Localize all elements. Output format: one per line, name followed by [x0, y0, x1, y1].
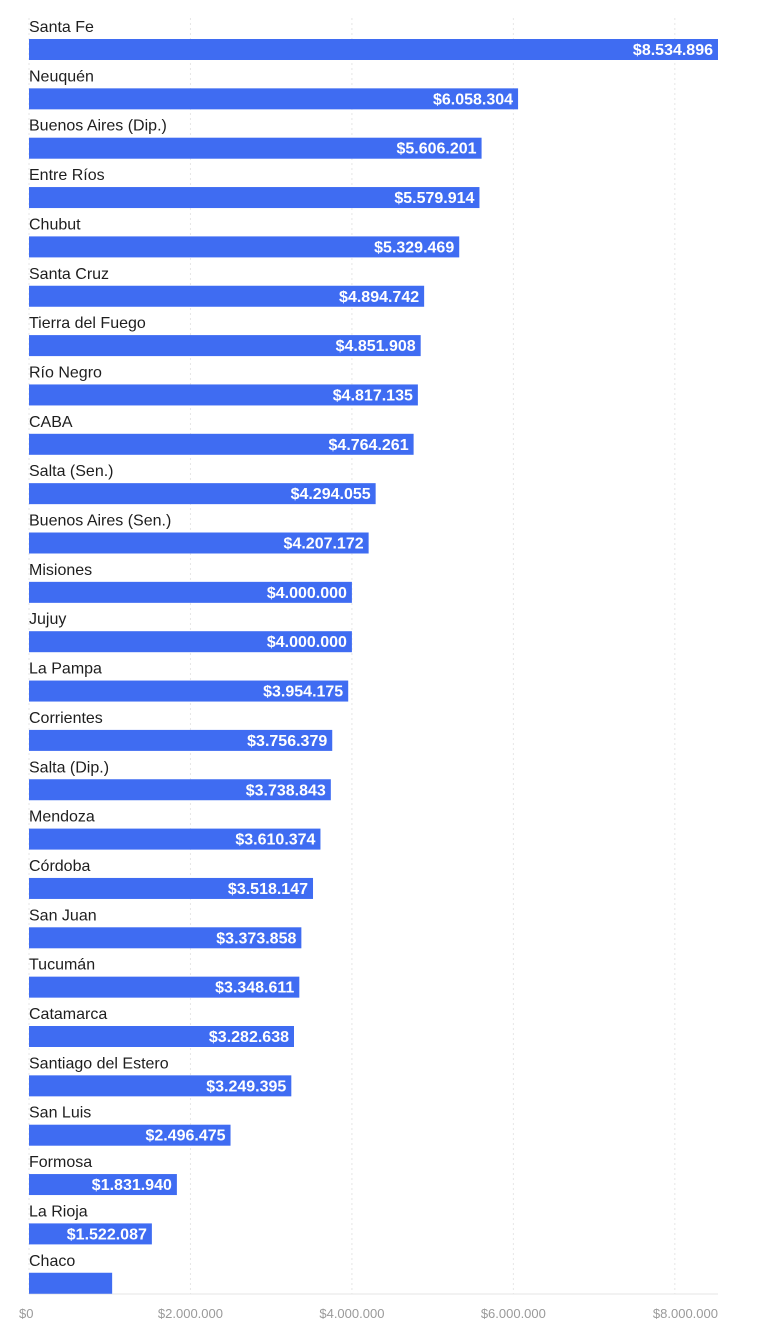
bar-value-label: $4.000.000 [267, 585, 347, 602]
bar-value-label: $4.000.000 [267, 634, 347, 651]
bar-value-label: $3.610.374 [235, 832, 315, 849]
x-tick-label: $2.000.000 [158, 1306, 223, 1321]
category-label: Tucumán [29, 957, 95, 974]
bar-value-label: $3.518.147 [228, 881, 308, 898]
bar-value-label: $3.249.395 [206, 1078, 286, 1095]
bar [29, 729, 333, 751]
bar [29, 976, 300, 998]
category-label: Santa Fe [29, 19, 94, 36]
bar-value-label: $3.282.638 [209, 1029, 289, 1046]
category-label: Jujuy [29, 611, 66, 628]
bar-value-label: $1.831.940 [92, 1177, 172, 1194]
category-label: Corrientes [29, 710, 103, 727]
bar [29, 384, 418, 406]
bar [29, 828, 321, 850]
bar [29, 532, 369, 554]
category-label: Salta (Sen.) [29, 463, 113, 480]
bar-value-label: $3.954.175 [263, 684, 343, 701]
bar [29, 137, 482, 159]
bar-value-label: $3.756.379 [247, 733, 327, 750]
bar-value-label: $4.851.908 [336, 338, 416, 355]
x-axis: $0 $2.000.000 $4.000.000 $6.000.000 $8.000.0… [19, 1306, 718, 1321]
category-label: Buenos Aires (Dip.) [29, 118, 167, 135]
bar [29, 335, 421, 357]
bar [29, 581, 352, 603]
bars: Santa Fe $8.534.896 Neuquén $6.058.304 Bueno… [29, 19, 718, 1294]
x-tick-label: $6.000.000 [481, 1306, 546, 1321]
bar [29, 779, 331, 801]
category-label: Córdoba [29, 858, 90, 875]
grid-lines [28, 18, 718, 1295]
bar-value-label: $4.894.742 [339, 289, 419, 306]
bar [29, 1223, 152, 1245]
bar [29, 187, 480, 209]
bar [29, 88, 519, 110]
category-label: Tierra del Fuego [29, 315, 146, 332]
bar [29, 1124, 231, 1146]
category-label: Santiago del Estero [29, 1055, 169, 1072]
bar-value-label: $3.348.611 [215, 980, 294, 997]
category-label: Catamarca [29, 1006, 107, 1023]
x-tick-label: $8.000.000 [653, 1306, 718, 1321]
bar-value-label: $3.373.858 [216, 930, 296, 947]
bar-value-label: $4.294.055 [291, 486, 371, 503]
bar-value-label: $3.738.843 [246, 782, 326, 799]
category-label: Chaco [29, 1253, 75, 1270]
category-label: Mendoza [29, 809, 95, 826]
bar [29, 1174, 177, 1196]
category-label: Buenos Aires (Sen.) [29, 513, 171, 530]
bar-value-label: $1.522.087 [67, 1226, 147, 1243]
category-label: La Pampa [29, 661, 102, 678]
category-label: CABA [29, 414, 73, 431]
category-label: Entre Ríos [29, 167, 105, 184]
x-tick-label: $0 [19, 1306, 33, 1321]
bar [29, 1075, 292, 1097]
category-label: Neuquén [29, 68, 94, 85]
category-label: San Luis [29, 1105, 91, 1122]
bar-value-label: $2.496.475 [145, 1128, 225, 1145]
bar-value-label: $5.579.914 [394, 190, 474, 207]
bar-value-label: $5.329.469 [374, 239, 454, 256]
category-label: Río Negro [29, 364, 102, 381]
bar [29, 877, 314, 899]
category-label: San Juan [29, 907, 97, 924]
bar-value-label: $4.207.172 [284, 536, 364, 553]
bar [29, 631, 352, 653]
category-label: Santa Cruz [29, 266, 109, 283]
bar [29, 433, 414, 455]
bar [29, 285, 425, 307]
bar [29, 1272, 113, 1294]
bar [29, 483, 376, 505]
bar [29, 1026, 294, 1047]
bar [29, 680, 349, 702]
bar [29, 39, 718, 60]
bar-value-label: $4.817.135 [333, 387, 413, 404]
bar-value-label: $4.764.261 [329, 437, 409, 454]
x-tick-label: $4.000.000 [319, 1306, 384, 1321]
bar [29, 927, 302, 949]
category-label: Salta (Dip.) [29, 759, 109, 776]
bar-value-label: $8.534.896 [633, 42, 713, 59]
bar [29, 236, 460, 258]
bar-value-label: $5.606.201 [396, 141, 476, 158]
category-label: Formosa [29, 1154, 92, 1171]
category-label: La Rioja [29, 1203, 88, 1220]
bar-value-label: $6.058.304 [433, 91, 513, 108]
category-label: Chubut [29, 216, 81, 233]
category-label: Misiones [29, 562, 92, 579]
